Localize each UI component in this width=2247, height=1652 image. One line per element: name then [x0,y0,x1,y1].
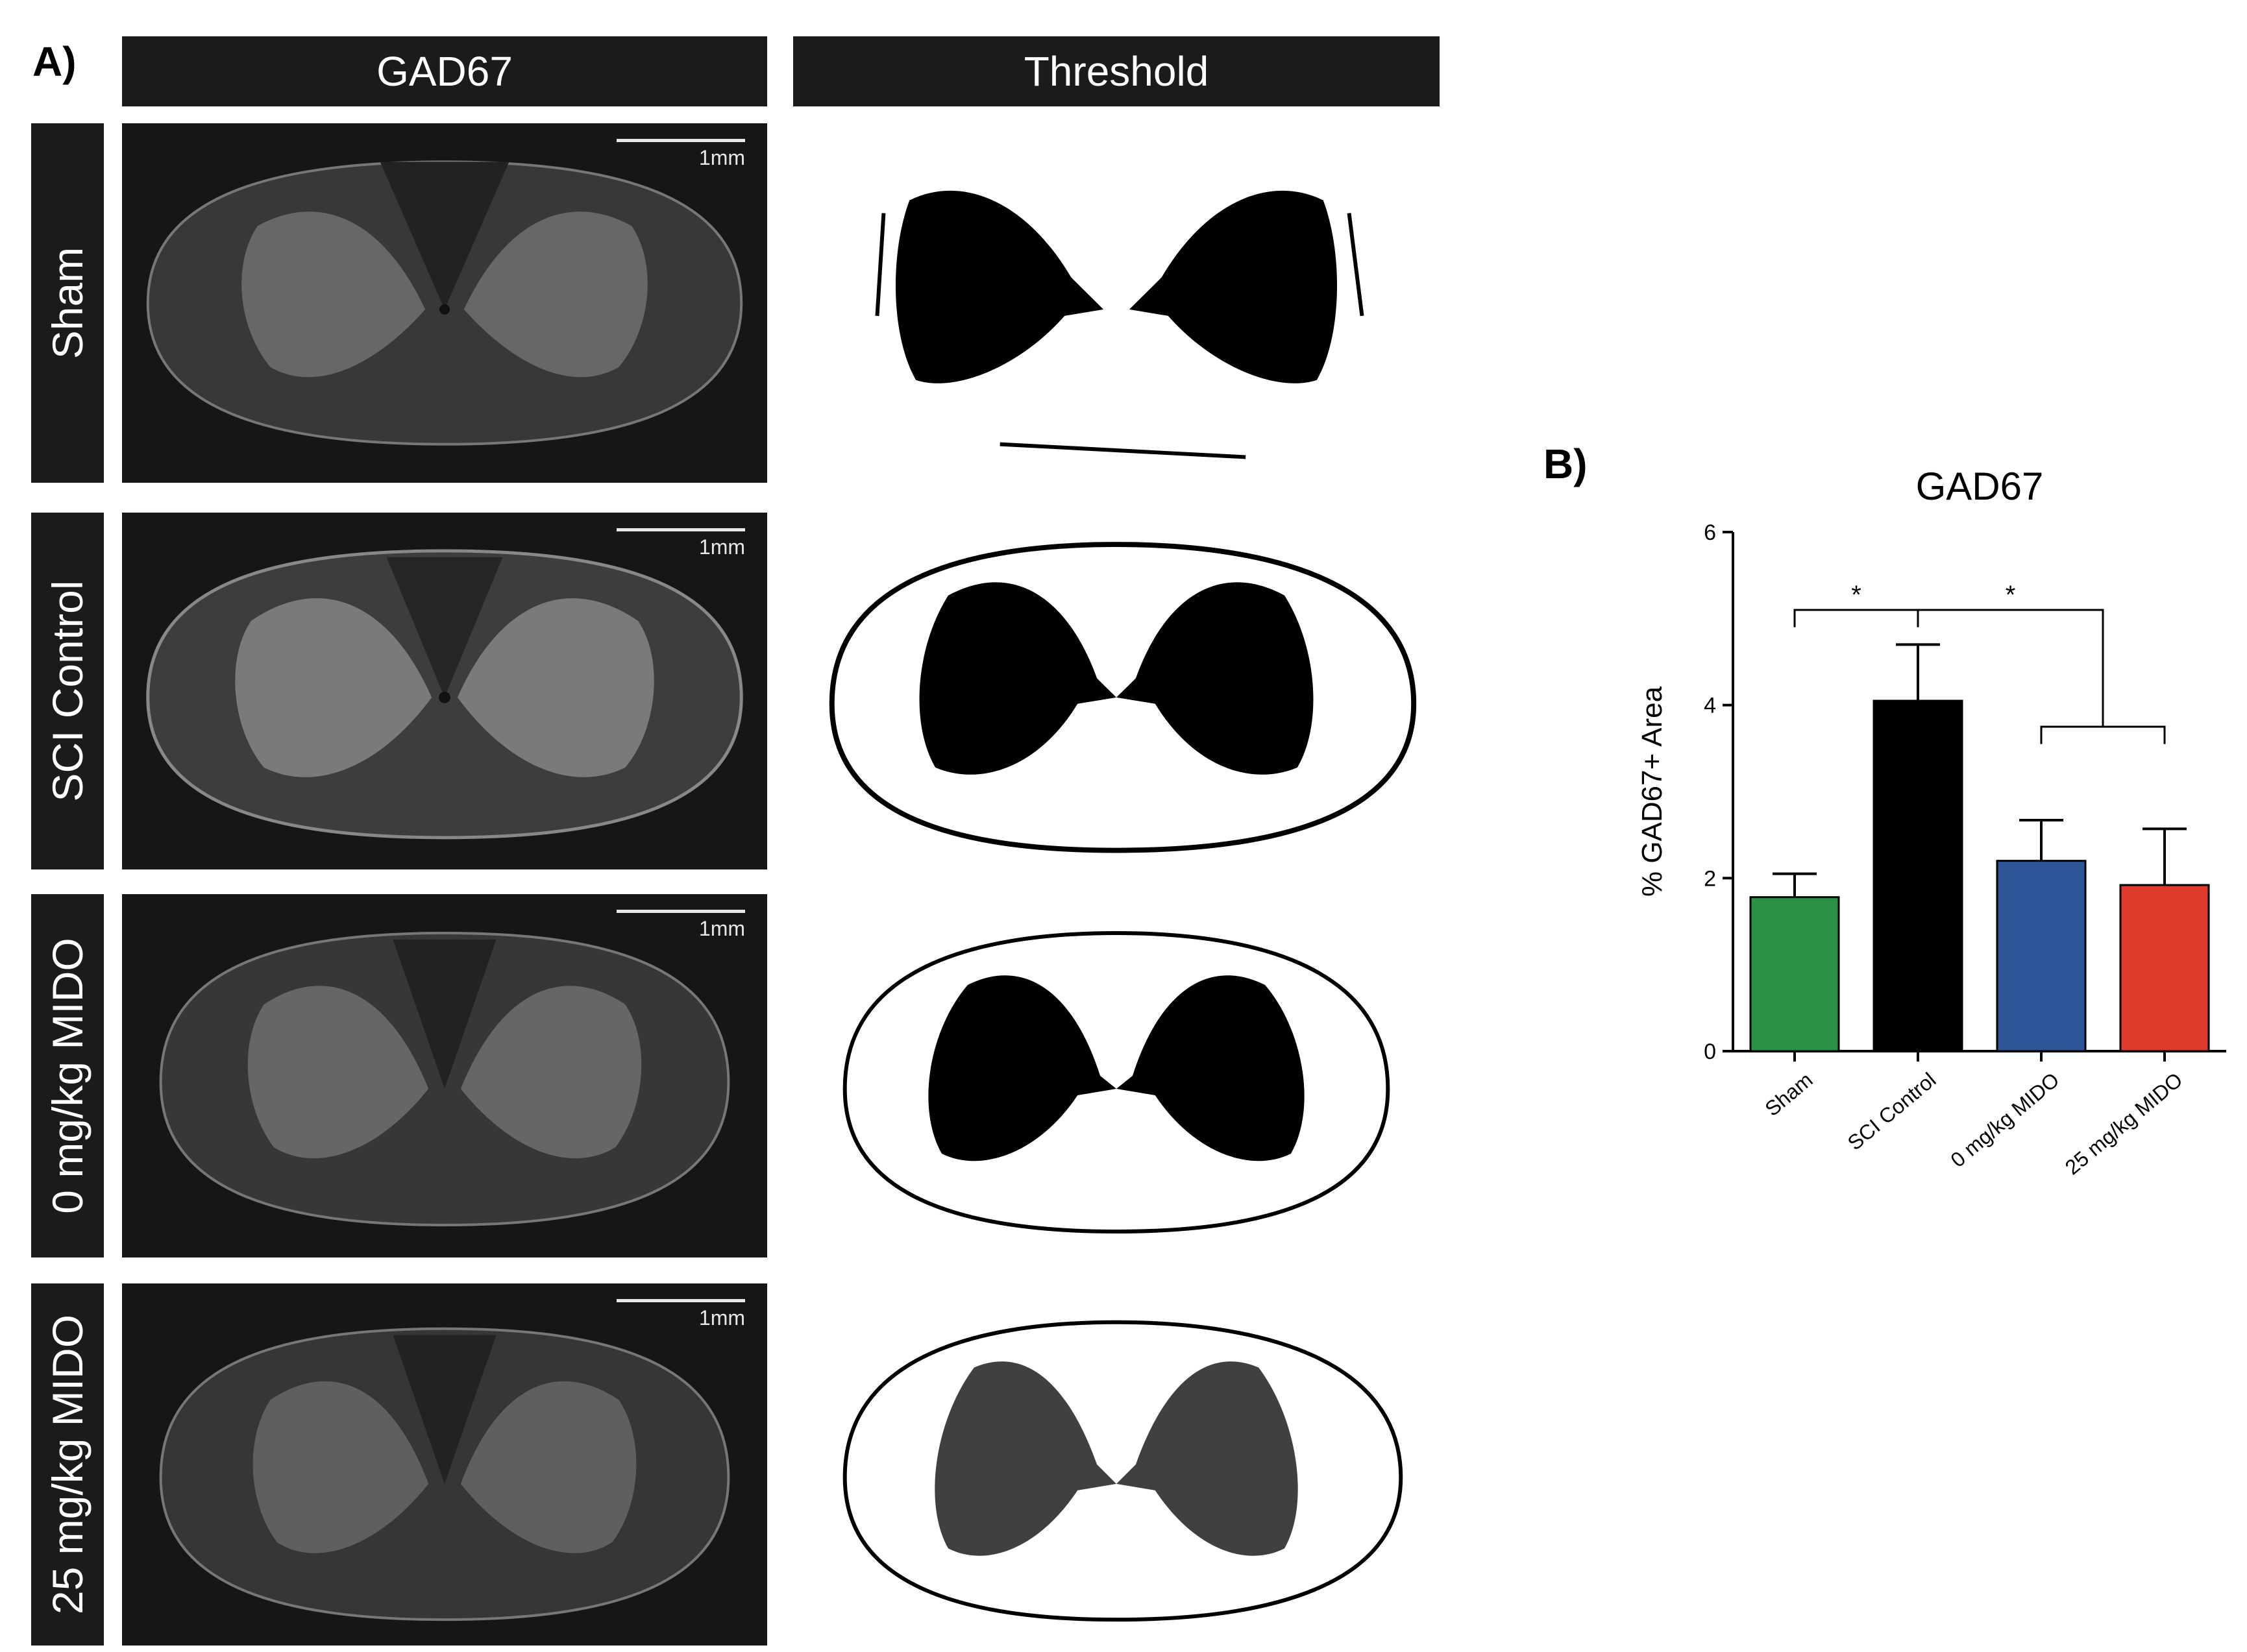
threshold-image-0mg-mido [793,894,1440,1257]
bar [1996,860,2087,1052]
x-tick-label: SCI Control [1843,1068,1941,1155]
y-tick-label: 0 [1704,1039,1716,1064]
significance-star: * [2006,581,2016,609]
scale-bar: 1mm [617,1299,745,1330]
gad67-micrograph-sci-control: 1mm [122,513,767,869]
scale-bar: 1mm [617,139,745,170]
gad67-micrograph-0mg-mido: 1mm [122,894,767,1257]
scale-bar: 1mm [617,528,745,559]
significance-star: * [1851,581,1861,609]
panel-b-label: B) [1543,441,1588,487]
chart-title: GAD67 [1916,465,2044,508]
y-tick-label: 2 [1704,866,1716,891]
gad67-micrograph-25mg-mido: 1mm [122,1283,767,1646]
column-header-gad67: GAD67 [122,36,767,106]
threshold-image-sham [793,123,1440,483]
gad67-micrograph-sham: 1mm [122,123,767,483]
y-tick-label: 6 [1704,520,1716,545]
significance-bracket [1793,609,1919,627]
row-label-25mg-mido: 25 mg/kg MIDO [31,1283,104,1646]
threshold-image-sci-control [793,513,1440,869]
significance-bracket [2040,725,2166,744]
x-tick-label: 25 mg/kg MIDO [2061,1068,2187,1180]
bar [1749,896,1840,1052]
row-label-0mg-mido: 0 mg/kg MIDO [31,894,104,1257]
y-tick-label: 4 [1704,694,1716,718]
significance-bracket [1917,609,2104,727]
bar [2119,884,2210,1052]
row-label-sham: Sham [31,123,104,483]
row-label-sci-control: SCI Control [31,513,104,869]
column-header-threshold: Threshold [793,36,1440,106]
threshold-image-25mg-mido [793,1283,1440,1646]
x-tick-label: 0 mg/kg MIDO [1946,1068,2063,1172]
bar [1872,699,1963,1052]
y-axis-label: % GAD67+ Area [1636,686,1668,897]
scale-bar: 1mm [617,910,745,941]
x-tick-label: Sham [1760,1068,1817,1121]
gad67-bar-chart: GAD67 0 2 4 6 % GAD67+ Area Sham SCI Control 0 m… [1636,465,2226,1180]
panel-a-label: A) [32,38,77,85]
